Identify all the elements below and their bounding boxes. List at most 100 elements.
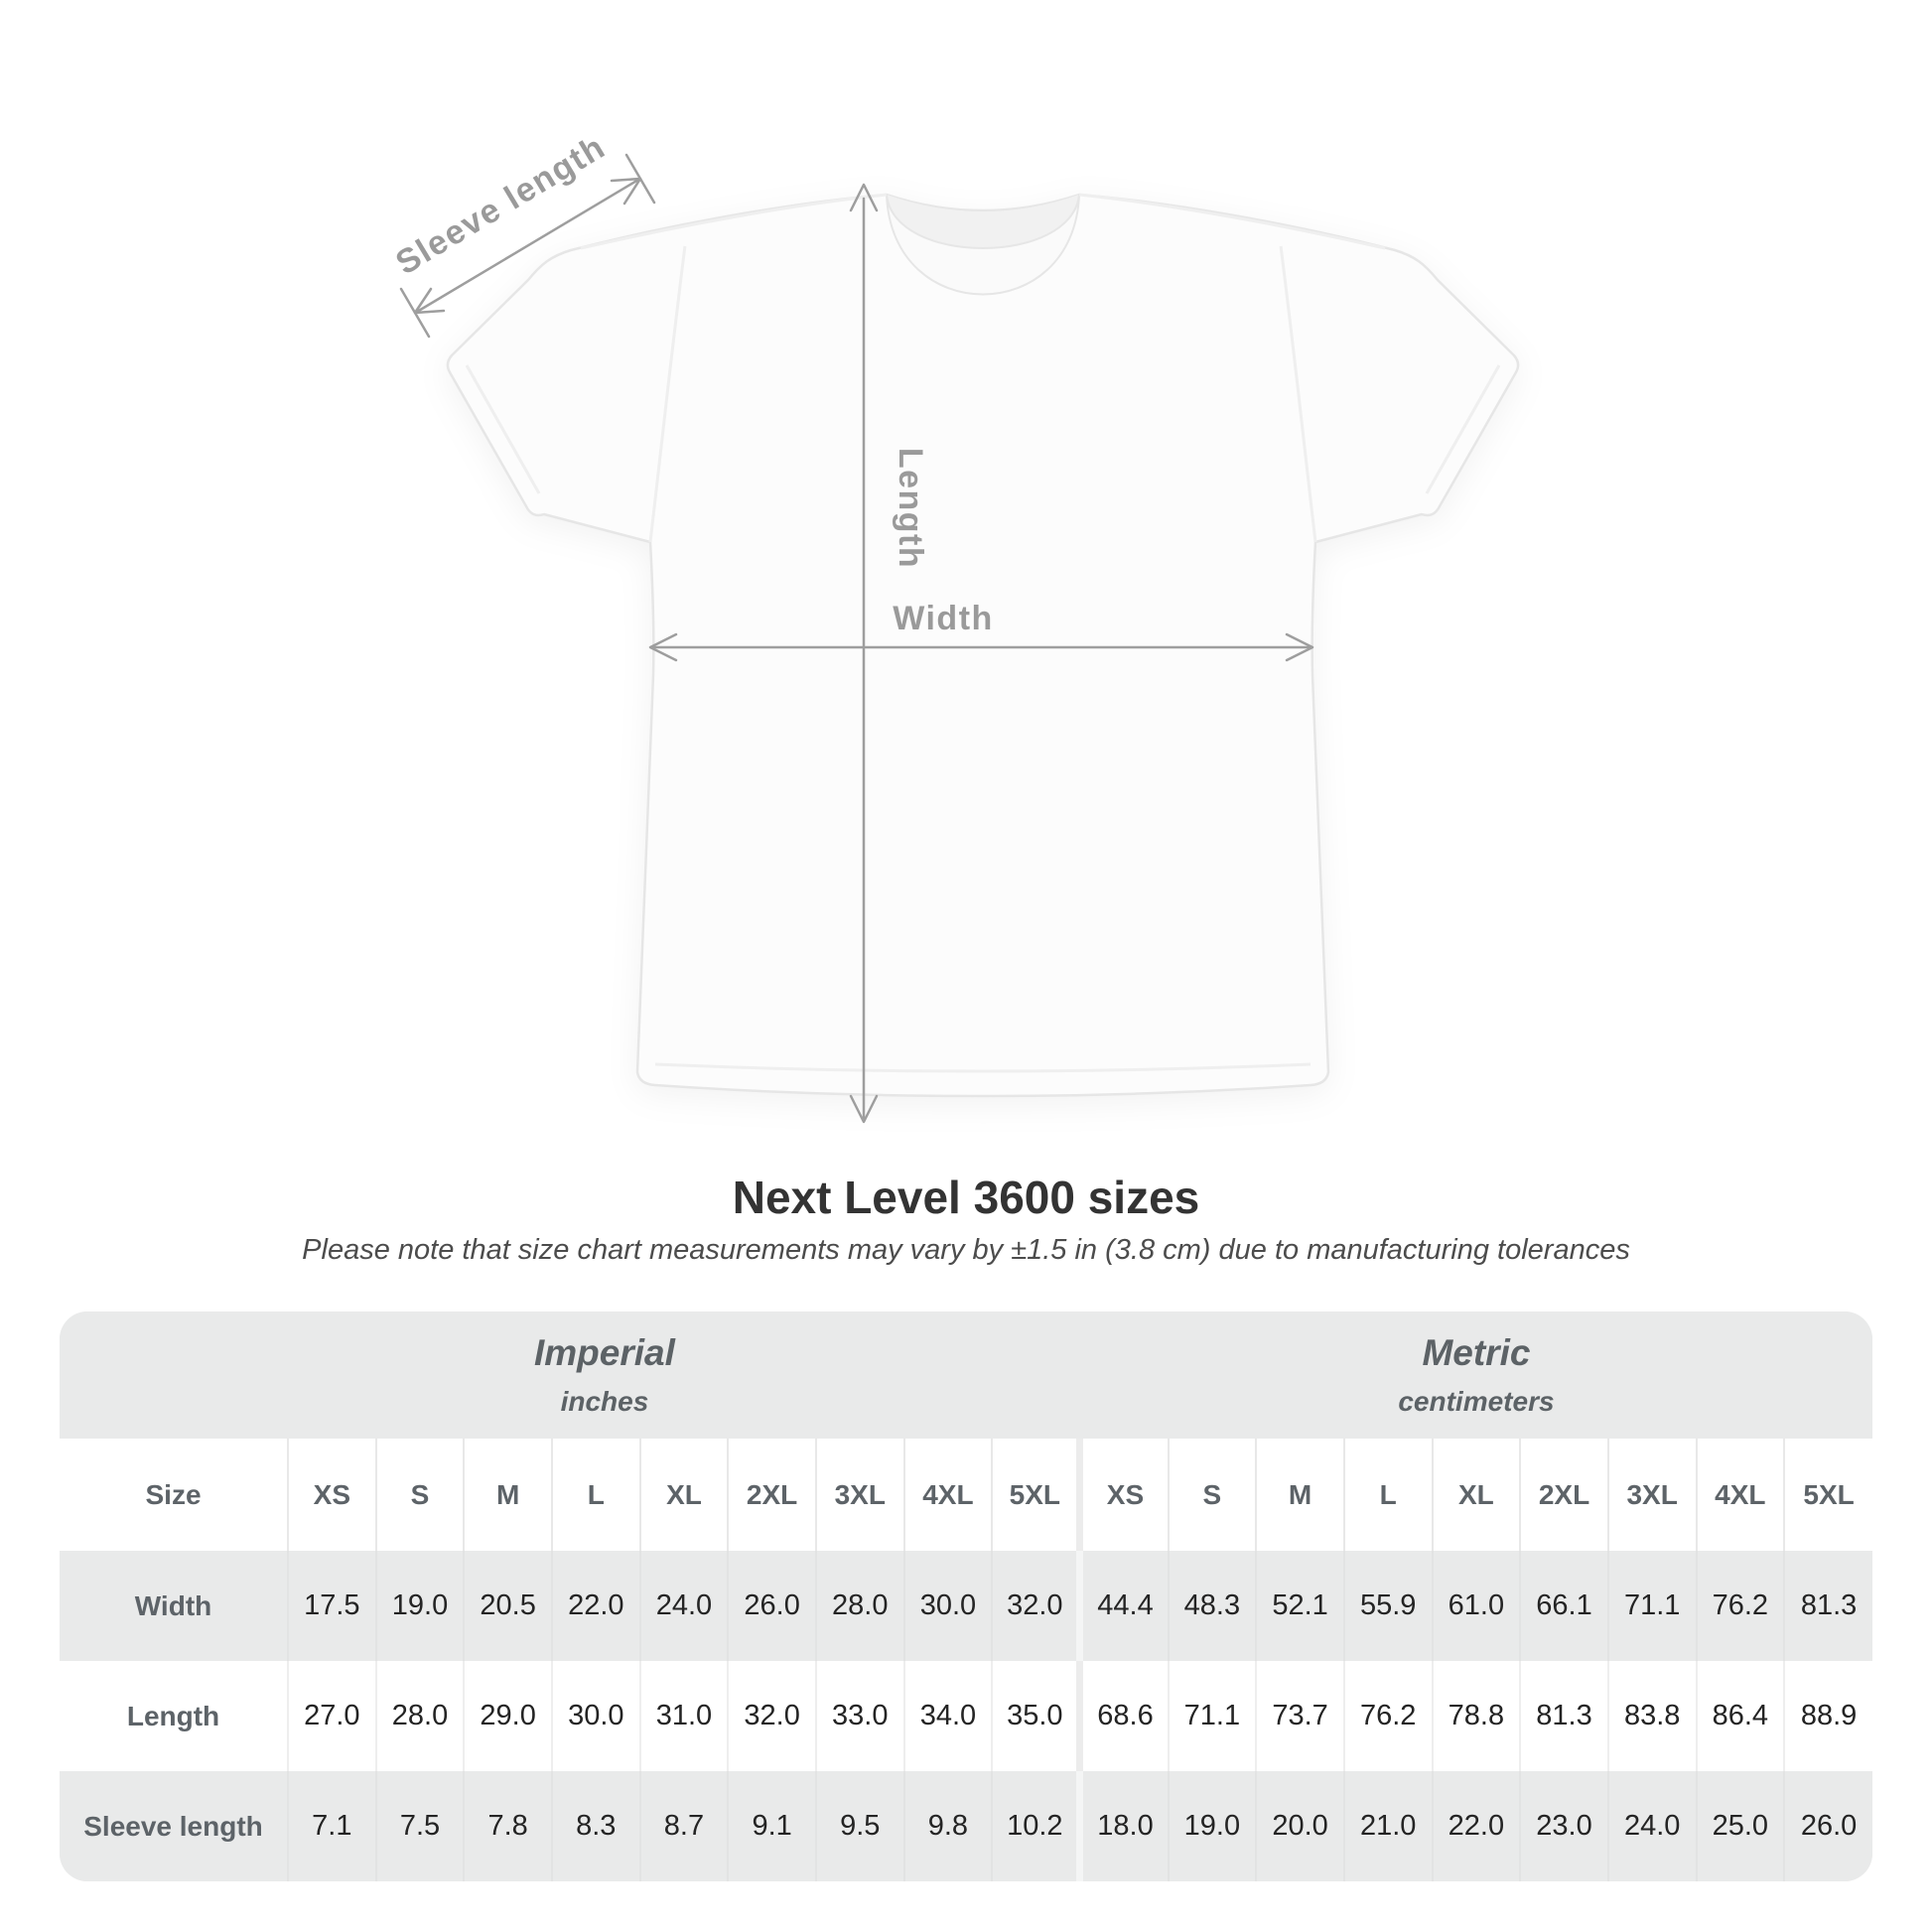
length-imperial-2xl: 32.0	[727, 1661, 816, 1771]
length-imperial-xs: 27.0	[287, 1661, 376, 1771]
size-header-imperial-2xl: 2XL	[727, 1439, 816, 1551]
size-table-card: Imperial inches Metric centimeters Size …	[60, 1311, 1872, 1881]
sleeve-length-imperial-m: 7.8	[463, 1771, 552, 1881]
sleeve-length-imperial-l: 8.3	[550, 1771, 640, 1881]
width-metric-s: 48.3	[1167, 1551, 1257, 1661]
width-imperial-4xl: 30.0	[902, 1551, 993, 1661]
length-metric-4xl: 86.4	[1695, 1661, 1785, 1771]
sleeve-length-imperial-5xl: 10.2	[991, 1771, 1080, 1881]
size-header-imperial-m: M	[463, 1439, 552, 1551]
sleeve-length-metric-s: 19.0	[1167, 1771, 1257, 1881]
width-metric-4xl: 76.2	[1695, 1551, 1785, 1661]
collar-ribbing	[886, 194, 1080, 296]
length-imperial-l: 30.0	[550, 1661, 640, 1771]
row-label-sleeve-length: Sleeve length	[60, 1771, 288, 1881]
width-metric-l: 55.9	[1342, 1551, 1433, 1661]
imperial-sublabel: inches	[560, 1386, 649, 1417]
imperial-label: Imperial	[534, 1332, 675, 1373]
size-header-imperial-s: S	[374, 1439, 465, 1551]
size-column-header: Size	[60, 1439, 288, 1551]
width-label: Width	[893, 600, 994, 637]
width-imperial-xl: 24.0	[638, 1551, 729, 1661]
tshirt-measurement-diagram: Length Width Sleeve length	[389, 128, 1520, 1124]
width-metric-xl: 61.0	[1431, 1551, 1521, 1661]
size-header-imperial-3xl: 3XL	[814, 1439, 904, 1551]
table-row-sleeve-length: Sleeve length 7.1 7.5 7.8 8.3 8.7 9.1 9.5 9.8 10.…	[60, 1771, 1872, 1881]
length-metric-s: 71.1	[1167, 1661, 1257, 1771]
width-metric-2xl: 66.1	[1519, 1551, 1608, 1661]
size-header-metric-xs: XS	[1076, 1439, 1169, 1551]
length-metric-2xl: 81.3	[1519, 1661, 1608, 1771]
row-label-length: Length	[60, 1661, 288, 1771]
length-imperial-m: 29.0	[463, 1661, 552, 1771]
size-header-metric-3xl: 3XL	[1606, 1439, 1697, 1551]
neck-opening	[887, 195, 1079, 248]
length-metric-l: 76.2	[1342, 1661, 1433, 1771]
sleeve-length-arrow	[399, 153, 656, 339]
size-header-imperial-5xl: 5XL	[991, 1439, 1080, 1551]
length-imperial-3xl: 33.0	[814, 1661, 904, 1771]
size-header-metric-xl: XL	[1431, 1439, 1521, 1551]
width-imperial-5xl: 32.0	[991, 1551, 1080, 1661]
width-imperial-2xl: 26.0	[727, 1551, 816, 1661]
size-header-metric-l: L	[1342, 1439, 1433, 1551]
width-imperial-3xl: 28.0	[814, 1551, 904, 1661]
size-header-imperial-xs: XS	[287, 1439, 376, 1551]
metric-label: Metric	[1422, 1332, 1531, 1373]
length-metric-m: 73.7	[1255, 1661, 1344, 1771]
sleeve-length-metric-xl: 22.0	[1431, 1771, 1521, 1881]
width-imperial-l: 22.0	[550, 1551, 640, 1661]
size-header-metric-2xl: 2XL	[1519, 1439, 1608, 1551]
size-header-metric-5xl: 5XL	[1783, 1439, 1872, 1551]
width-metric-m: 52.1	[1255, 1551, 1344, 1661]
sleeve-length-metric-4xl: 25.0	[1695, 1771, 1785, 1881]
tolerance-note: Please note that size chart measurements…	[302, 1234, 1630, 1266]
length-imperial-s: 28.0	[374, 1661, 465, 1771]
sleeve-length-metric-2xl: 23.0	[1519, 1771, 1608, 1881]
table-row-length: Length 27.0 28.0 29.0 30.0 31.0 32.0 33.0 34.0 35…	[60, 1661, 1872, 1771]
sleeve-length-metric-5xl: 26.0	[1783, 1771, 1872, 1881]
width-imperial-s: 19.0	[374, 1551, 465, 1661]
unit-group-imperial: Imperial inches	[60, 1311, 1080, 1439]
length-imperial-4xl: 34.0	[902, 1661, 993, 1771]
sleeve-length-metric-m: 20.0	[1255, 1771, 1344, 1881]
length-imperial-5xl: 35.0	[991, 1661, 1080, 1771]
page-title: Next Level 3600 sizes	[732, 1172, 1200, 1223]
sleeve-length-imperial-3xl: 9.5	[814, 1771, 904, 1881]
tshirt-body	[446, 193, 1520, 1098]
size-header-imperial-4xl: 4XL	[902, 1439, 993, 1551]
sleeve-length-metric-3xl: 24.0	[1606, 1771, 1697, 1881]
size-header-row: Size XS S M L XL 2XL 3XL 4XL 5XL XS S M L XL 2XL 3XL 4XL…	[60, 1439, 1872, 1551]
size-header-imperial-l: L	[550, 1439, 640, 1551]
width-imperial-m: 20.5	[463, 1551, 552, 1661]
sleeve-length-metric-xs: 18.0	[1076, 1771, 1169, 1881]
width-arrow	[648, 632, 1314, 662]
width-metric-5xl: 81.3	[1783, 1551, 1872, 1661]
size-table: Imperial inches Metric centimeters Size …	[60, 1311, 1872, 1881]
sleeve-length-imperial-4xl: 9.8	[902, 1771, 993, 1881]
width-metric-xs: 44.4	[1076, 1551, 1169, 1661]
length-metric-3xl: 83.8	[1606, 1661, 1697, 1771]
metric-sublabel: centimeters	[1398, 1386, 1555, 1417]
sleeve-length-imperial-2xl: 9.1	[727, 1771, 816, 1881]
seam-lines	[465, 193, 1501, 1073]
sleeve-length-imperial-xl: 8.7	[638, 1771, 729, 1881]
unit-group-row: Imperial inches Metric centimeters	[60, 1311, 1872, 1439]
length-label: Length	[892, 448, 929, 569]
table-row-width: Width 17.5 19.0 20.5 22.0 24.0 26.0 28.0 30.0 32.…	[60, 1551, 1872, 1661]
length-metric-xs: 68.6	[1076, 1661, 1169, 1771]
tshirt-illustration	[446, 193, 1520, 1098]
length-arrow	[849, 183, 879, 1124]
sleeve-length-metric-l: 21.0	[1342, 1771, 1433, 1881]
size-header-metric-m: M	[1255, 1439, 1344, 1551]
sleeve-length-imperial-xs: 7.1	[287, 1771, 376, 1881]
width-metric-3xl: 71.1	[1606, 1551, 1697, 1661]
size-header-metric-s: S	[1167, 1439, 1257, 1551]
length-imperial-xl: 31.0	[638, 1661, 729, 1771]
length-metric-xl: 78.8	[1431, 1661, 1521, 1771]
sleeve-length-imperial-s: 7.5	[374, 1771, 465, 1881]
row-label-width: Width	[60, 1551, 288, 1661]
length-metric-5xl: 88.9	[1783, 1661, 1872, 1771]
size-header-metric-4xl: 4XL	[1695, 1439, 1785, 1551]
